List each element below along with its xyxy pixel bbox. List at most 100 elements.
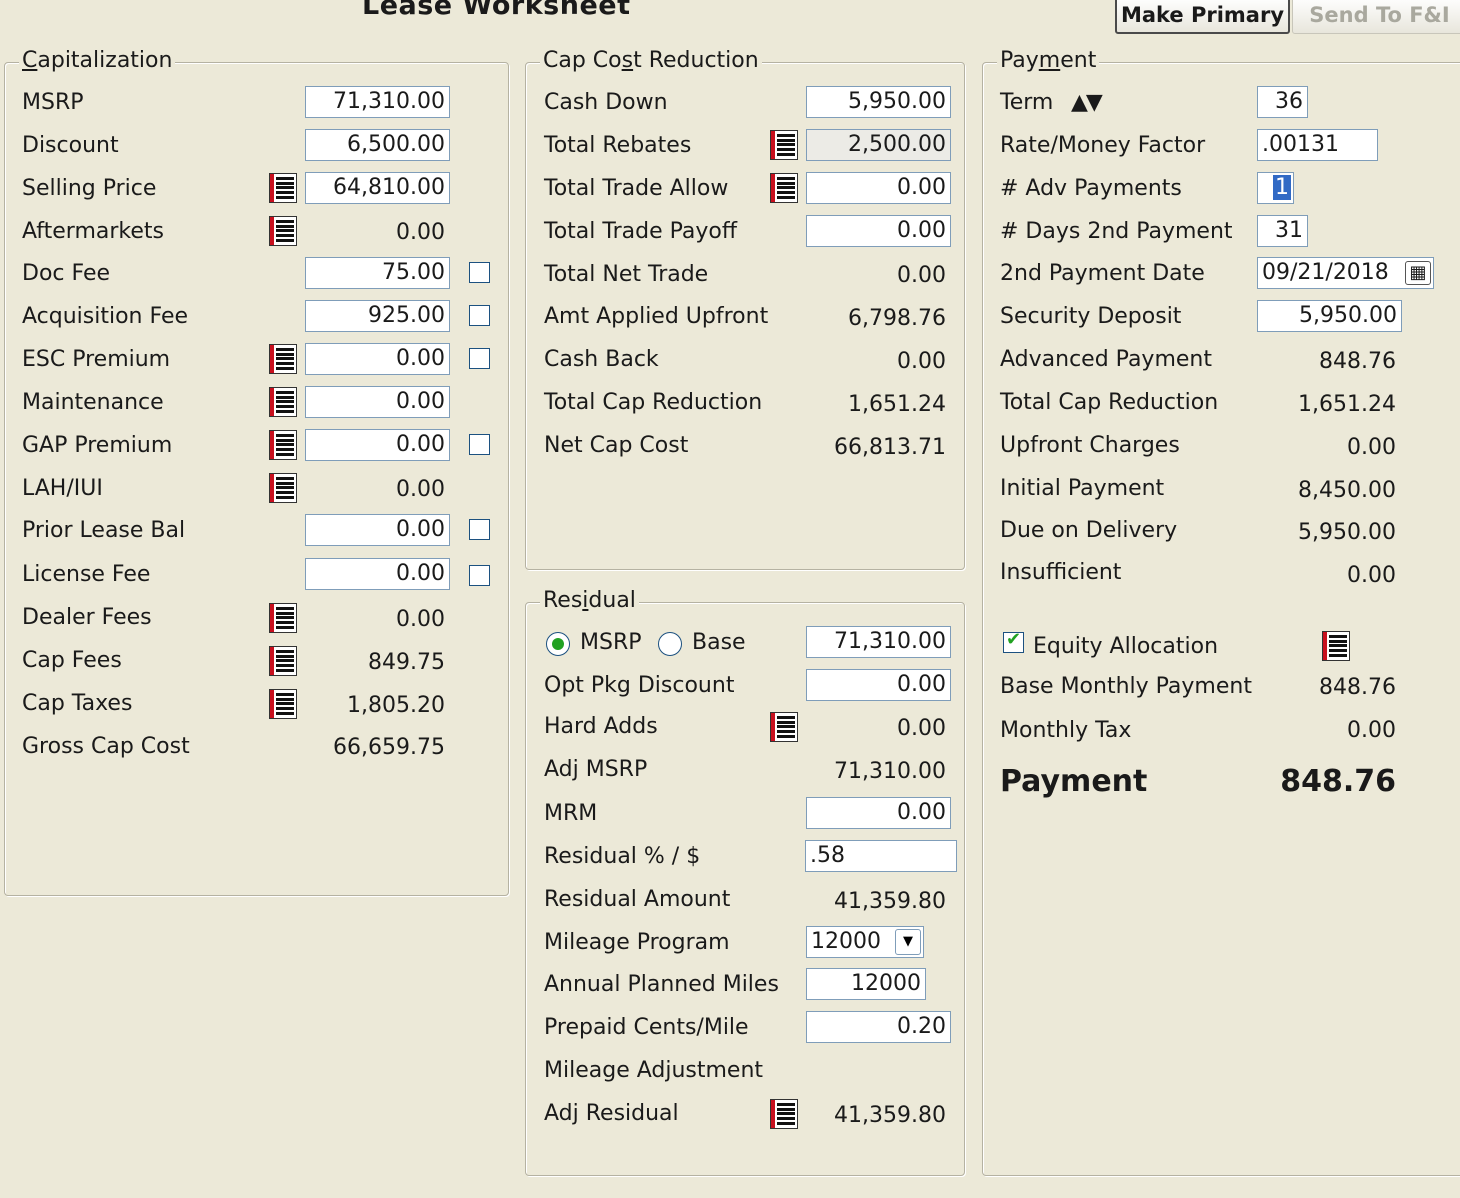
mrm-input[interactable]: 0.00 <box>806 797 951 829</box>
prepaid-cents-mile-label: Prepaid Cents/Mile <box>544 1015 749 1040</box>
msrp-radio[interactable] <box>546 632 570 656</box>
acquisition-fee-input[interactable]: 925.00 <box>305 300 450 332</box>
selling-price-input[interactable]: 64,810.00 <box>305 172 450 204</box>
adj-msrp-value: 71,310.00 <box>834 759 946 784</box>
list-detail-icon[interactable] <box>269 344 297 374</box>
mileage-program-label: Mileage Program <box>544 930 730 955</box>
due-on-delivery-label: Due on Delivery <box>1000 518 1178 543</box>
maintenance-input[interactable]: 0.00 <box>305 386 450 418</box>
payment-group: Payment <box>982 47 1460 1176</box>
amt-applied-upfront-label: Amt Applied Upfront <box>544 304 769 329</box>
annual-planned-miles-input[interactable]: 12000 <box>806 968 926 1000</box>
initial-payment-label: Initial Payment <box>1000 476 1165 501</box>
security-deposit-input[interactable]: 5,950.00 <box>1257 300 1402 332</box>
mileage-program-value: 12000 <box>811 929 881 954</box>
list-detail-icon[interactable] <box>1322 631 1350 661</box>
lah-iui-label: LAH/IUI <box>22 476 103 501</box>
prepaid-cents-mile-input[interactable]: 0.20 <box>806 1011 951 1043</box>
discount-input[interactable]: 6,500.00 <box>305 129 450 161</box>
send-to-fi-button[interactable]: Send To F&I <box>1292 0 1460 34</box>
doc-fee-checkbox[interactable] <box>469 262 490 283</box>
equity-allocation-checkbox[interactable] <box>1003 629 1024 653</box>
total-net-trade-label: Total Net Trade <box>544 262 709 287</box>
rate-input[interactable]: .00131 <box>1257 129 1378 161</box>
chevron-down-icon[interactable]: ▼ <box>895 929 921 955</box>
adv-payments-input[interactable]: 1 <box>1257 172 1294 204</box>
residual-amount-label: Residual Amount <box>544 887 731 912</box>
acquisition-fee-checkbox[interactable] <box>469 305 490 326</box>
aftermarkets-label: Aftermarkets <box>22 219 164 244</box>
payment-total-label: Payment <box>1000 764 1148 799</box>
adj-msrp-label: Adj MSRP <box>544 757 648 782</box>
dealer-fees-value: 0.00 <box>396 607 445 632</box>
list-detail-icon[interactable] <box>770 712 798 742</box>
list-detail-icon[interactable] <box>770 173 798 203</box>
total-trade-allow-input[interactable]: 0.00 <box>806 172 951 204</box>
aftermarkets-value: 0.00 <box>396 220 445 245</box>
calendar-icon[interactable]: ▦ <box>1405 261 1431 285</box>
residual-basis-input[interactable]: 71,310.00 <box>806 626 951 658</box>
total-trade-payoff-input[interactable]: 0.00 <box>806 215 951 247</box>
esc-premium-input[interactable]: 0.00 <box>305 343 450 375</box>
esc-premium-checkbox[interactable] <box>469 348 490 369</box>
list-detail-icon[interactable] <box>269 387 297 417</box>
esc-premium-label: ESC Premium <box>22 347 171 372</box>
total-rebates-input: 2,500.00 <box>806 129 951 161</box>
base-monthly-payment-value: 848.76 <box>1319 675 1396 700</box>
total-trade-allow-label: Total Trade Allow <box>544 176 729 201</box>
make-primary-button[interactable]: Make Primary <box>1115 0 1290 34</box>
annual-planned-miles-label: Annual Planned Miles <box>544 972 779 997</box>
total-cap-reduction-label: Total Cap Reduction <box>544 390 763 415</box>
upfront-charges-value: 0.00 <box>1347 435 1396 460</box>
msrp-input[interactable]: 71,310.00 <box>305 86 450 118</box>
cap-taxes-value: 1,805.20 <box>347 693 445 718</box>
cash-down-input[interactable]: 5,950.00 <box>806 86 951 118</box>
list-detail-icon[interactable] <box>269 473 297 503</box>
capitalization-legend: Capitalization <box>19 47 176 75</box>
list-detail-icon[interactable] <box>269 689 297 719</box>
doc-fee-input[interactable]: 75.00 <box>305 257 450 289</box>
base-radio[interactable] <box>658 632 682 656</box>
net-cap-cost-value: 66,813.71 <box>834 435 946 460</box>
list-detail-icon[interactable] <box>269 646 297 676</box>
residual-amount-value: 41,359.80 <box>834 889 946 914</box>
mileage-adjustment-label: Mileage Adjustment <box>544 1058 764 1083</box>
hard-adds-value: 0.00 <box>897 716 946 741</box>
gap-premium-input[interactable]: 0.00 <box>305 429 450 461</box>
msrp-label: MSRP <box>22 90 84 115</box>
list-detail-icon[interactable] <box>770 1099 798 1129</box>
prior-lease-bal-label: Prior Lease Bal <box>22 518 186 543</box>
second-payment-date-input[interactable]: 09/21/2018 ▦ <box>1257 257 1434 289</box>
page-title: Lease Worksheet <box>362 0 631 21</box>
payment-total-cap-reduction-label: Total Cap Reduction <box>1000 390 1219 415</box>
list-detail-icon[interactable] <box>770 130 798 160</box>
adj-residual-label: Adj Residual <box>544 1101 679 1126</box>
opt-pkg-discount-input[interactable]: 0.00 <box>806 669 951 701</box>
gross-cap-cost-label: Gross Cap Cost <box>22 734 190 759</box>
residual-pct-input[interactable]: .58 <box>805 840 957 872</box>
adv-payments-label: # Adv Payments <box>1000 176 1182 201</box>
list-detail-icon[interactable] <box>269 603 297 633</box>
days-2nd-payment-label: # Days 2nd Payment <box>1000 219 1233 244</box>
gap-premium-checkbox[interactable] <box>469 434 490 455</box>
list-detail-icon[interactable] <box>269 173 297 203</box>
total-rebates-label: Total Rebates <box>544 133 692 158</box>
insufficient-value: 0.00 <box>1347 563 1396 588</box>
payment-total-cap-reduction-value: 1,651.24 <box>1298 392 1396 417</box>
days-2nd-payment-input[interactable]: 31 <box>1257 215 1308 247</box>
mileage-program-select[interactable]: 12000 ▼ <box>806 926 924 958</box>
adj-residual-value: 41,359.80 <box>834 1103 946 1128</box>
net-cap-cost-label: Net Cap Cost <box>544 433 689 458</box>
prior-lease-bal-input[interactable]: 0.00 <box>305 514 450 546</box>
payment-total-value: 848.76 <box>1280 764 1396 799</box>
term-input[interactable]: 36 <box>1257 86 1308 118</box>
list-detail-icon[interactable] <box>269 216 297 246</box>
license-fee-checkbox[interactable] <box>469 565 490 586</box>
prior-lease-bal-checkbox[interactable] <box>469 519 490 540</box>
license-fee-input[interactable]: 0.00 <box>305 558 450 590</box>
mrm-label: MRM <box>544 801 598 826</box>
term-spinner-icon[interactable]: ▲▼ <box>1071 90 1103 115</box>
hard-adds-label: Hard Adds <box>544 714 658 739</box>
term-label: Term <box>1000 90 1054 115</box>
list-detail-icon[interactable] <box>269 430 297 460</box>
